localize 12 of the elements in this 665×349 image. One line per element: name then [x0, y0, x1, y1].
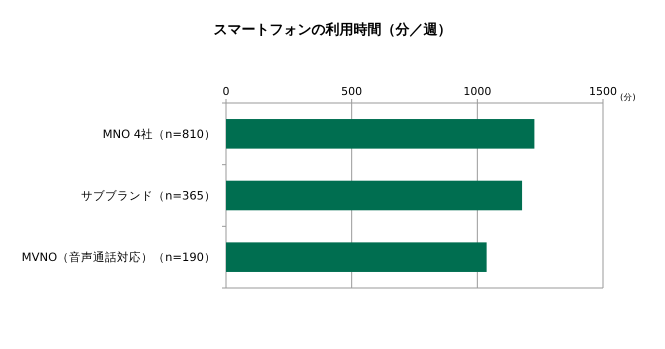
y-tick-label: サブブランド（n=365） — [81, 188, 216, 202]
x-tick-label: 1000 — [463, 85, 492, 98]
bar — [226, 180, 522, 210]
x-axis-title: (分) — [620, 92, 636, 103]
bar — [226, 119, 534, 149]
chart-title: スマートフォンの利用時間（分／週） — [214, 22, 452, 38]
x-tick-label: 0 — [222, 85, 230, 98]
x-tick-label: 500 — [341, 85, 362, 98]
y-tick-label: MNO 4社（n=810） — [102, 126, 216, 141]
bar — [226, 242, 487, 272]
x-tick-label: 1500 — [589, 85, 617, 98]
y-tick-label: MVNO（音声通話対応）（n=190） — [22, 250, 216, 264]
